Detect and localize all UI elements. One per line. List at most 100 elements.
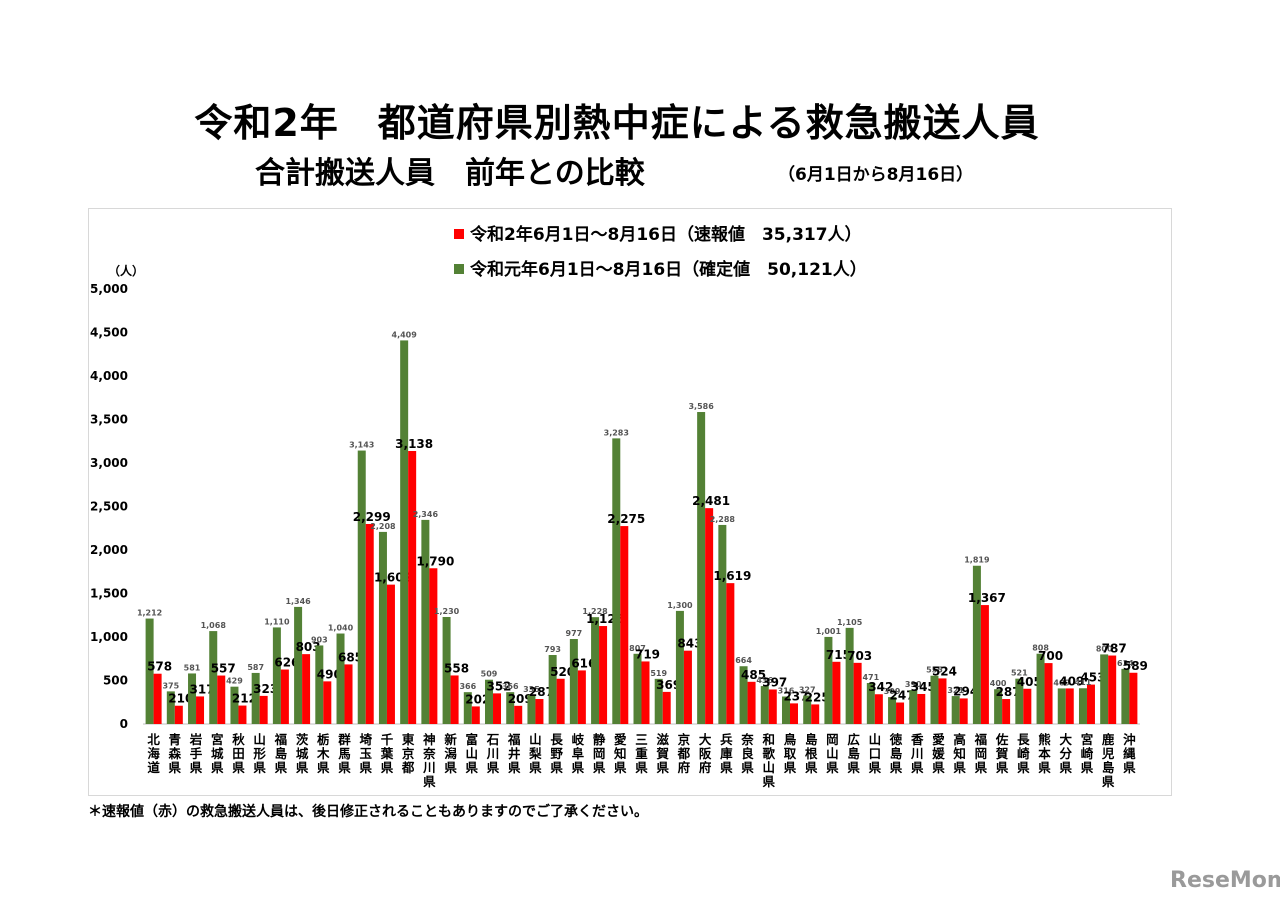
bar-current	[938, 678, 947, 724]
data-label-current: 703	[847, 649, 872, 663]
bar-previous	[972, 565, 981, 724]
data-label-current: 787	[1102, 642, 1127, 656]
bar-current	[196, 696, 205, 724]
x-tick-label: 埼玉県	[359, 732, 372, 775]
bar-previous	[400, 340, 409, 724]
bar-previous	[378, 531, 387, 724]
data-label-current: 287	[529, 685, 554, 699]
bar-current	[853, 662, 862, 724]
footnote: ＊速報値（赤）の救急搬送人員は、後日修正されることもありますのでご了承ください。	[88, 804, 648, 820]
bar-previous	[866, 683, 875, 724]
y-tick-label: 4,000	[90, 369, 128, 383]
x-tick-label: 秋田県	[232, 732, 245, 775]
bar-current	[259, 695, 268, 724]
bar-previous	[442, 616, 451, 724]
data-label-current: 405	[1017, 675, 1042, 689]
bar-previous	[1036, 653, 1045, 724]
data-label-current: 287	[996, 685, 1021, 699]
data-label-previous: 1,228	[582, 607, 608, 616]
bar-previous	[697, 412, 706, 724]
data-label-current: 247	[890, 689, 915, 703]
y-tick-label: 4,500	[90, 326, 128, 340]
bar-previous	[781, 696, 790, 724]
data-label-previous: 471	[862, 673, 879, 682]
x-tick-label: 鳥取県	[784, 732, 797, 775]
data-label-previous: 1,105	[837, 618, 863, 627]
bar-previous	[1121, 668, 1130, 724]
data-label-current: 700	[1038, 649, 1063, 663]
bar-current	[768, 689, 777, 724]
bar-previous	[569, 639, 578, 724]
data-label-current: 317	[190, 682, 215, 696]
data-label-previous: 366	[502, 682, 519, 691]
bar-previous	[506, 692, 515, 724]
bar-current	[1044, 663, 1053, 724]
legend-item-current: 令和2年6月1日～8月16日（速報値 35,317人）	[454, 220, 862, 245]
bar-previous	[760, 686, 769, 724]
x-tick-label: 鹿児島県	[1101, 732, 1115, 789]
bar-current	[471, 706, 480, 724]
bar-current	[1002, 699, 1011, 724]
bar-previous	[485, 679, 494, 724]
data-label-current: 843	[677, 637, 702, 651]
chart-period: （6月1日から8月16日）	[778, 165, 974, 185]
data-label-current: 237	[783, 689, 808, 703]
bar-previous	[951, 696, 960, 724]
y-tick-label: 500	[103, 674, 128, 688]
bar-current	[1129, 672, 1138, 724]
x-tick-label: 長野県	[550, 732, 563, 775]
bar-previous	[230, 686, 239, 724]
x-tick-label: 青森県	[169, 732, 182, 775]
data-label-current: 212	[232, 692, 257, 706]
x-tick-label: 富山県	[466, 732, 479, 775]
x-tick-label: 福井県	[507, 732, 521, 775]
data-label-previous: 793	[544, 645, 561, 654]
bar-current	[344, 664, 353, 724]
bar-previous	[421, 519, 430, 724]
bar-previous	[824, 636, 833, 724]
data-label-previous: 977	[566, 629, 583, 638]
bar-current	[429, 568, 438, 724]
x-tick-label: 岡山県	[826, 732, 839, 775]
bar-previous	[633, 653, 642, 724]
bar-current	[641, 661, 650, 724]
bar-current	[280, 669, 289, 724]
bar-previous	[251, 672, 260, 724]
x-tick-label: 新潟県	[444, 732, 457, 775]
data-label-current: 3,138	[395, 437, 433, 451]
data-label-current: 2,299	[353, 510, 391, 524]
y-tick-label: 2,500	[90, 500, 128, 514]
x-tick-label: 愛知県	[613, 732, 627, 775]
x-tick-label: 福島県	[274, 732, 288, 775]
x-tick-label: 沖縄県	[1123, 732, 1136, 775]
data-label-previous: 903	[311, 635, 328, 644]
y-tick-label: 3,500	[90, 413, 128, 427]
data-label-previous: 1,001	[816, 627, 842, 636]
data-label-previous: 409	[1053, 678, 1070, 687]
x-tick-label: 石川県	[486, 732, 500, 775]
data-label-previous: 4,409	[392, 330, 418, 339]
x-tick-label: 島根県	[805, 732, 818, 775]
legend-label-previous: 令和元年6月1日～8月16日（確定値 50,121人）	[470, 260, 867, 280]
x-tick-label: 高知県	[952, 732, 966, 775]
bar-previous	[272, 627, 281, 724]
bar-current	[726, 583, 735, 724]
data-label-current: 578	[147, 660, 172, 674]
bar-current	[959, 698, 968, 724]
bar-previous	[188, 673, 197, 724]
data-label-previous: 400	[990, 679, 1007, 688]
data-label-current: 715	[826, 648, 851, 662]
bar-previous	[803, 695, 812, 724]
data-label-previous: 1,819	[964, 556, 990, 565]
data-label-previous: 375	[162, 681, 179, 690]
bar-current	[620, 526, 629, 724]
x-tick-label: 宮城県	[211, 732, 224, 775]
data-label-current: 485	[741, 668, 766, 682]
data-label-previous: 587	[247, 663, 264, 672]
data-label-previous: 321	[947, 686, 964, 695]
data-label-current: 520	[550, 665, 575, 679]
x-tick-label: 大阪府	[699, 732, 712, 775]
bar-previous	[315, 645, 324, 724]
x-tick-label: 熊本県	[1038, 732, 1051, 775]
